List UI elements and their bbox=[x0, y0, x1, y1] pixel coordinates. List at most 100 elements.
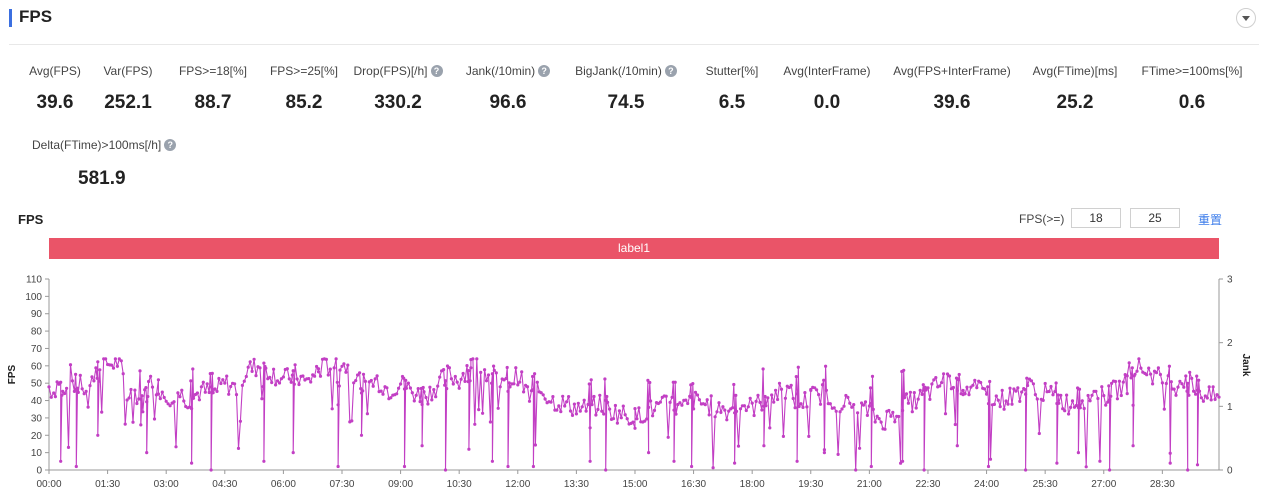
fps-point bbox=[746, 405, 750, 409]
fps-point bbox=[201, 380, 205, 384]
fps-point bbox=[1098, 459, 1102, 463]
fps-point bbox=[170, 401, 174, 405]
fps-point bbox=[443, 383, 447, 387]
fps-point bbox=[641, 420, 645, 424]
fps-point bbox=[619, 416, 623, 420]
fps-point bbox=[1004, 399, 1008, 403]
fps-point bbox=[805, 405, 809, 409]
fps-point bbox=[1063, 409, 1067, 413]
fps-point bbox=[354, 379, 358, 383]
fps-point bbox=[279, 377, 283, 381]
fps-point bbox=[779, 387, 784, 391]
fps-point bbox=[205, 382, 209, 386]
fps-point bbox=[901, 459, 905, 463]
fps-point bbox=[76, 390, 80, 394]
fps-point bbox=[961, 388, 965, 393]
fps-point bbox=[711, 466, 715, 470]
fps-point bbox=[158, 397, 162, 401]
fps-point bbox=[440, 369, 444, 373]
fps-point bbox=[139, 397, 143, 401]
x-tick-label: 22:30 bbox=[915, 479, 940, 490]
fps-point bbox=[60, 393, 64, 397]
fps-point bbox=[1185, 389, 1189, 393]
fps-point bbox=[592, 394, 596, 399]
fps-point bbox=[733, 411, 737, 415]
fps-point bbox=[754, 399, 758, 403]
fps-point bbox=[772, 400, 776, 404]
fps-point bbox=[900, 369, 904, 374]
fps-point bbox=[174, 445, 178, 449]
fps-point bbox=[850, 405, 854, 409]
fps-point bbox=[568, 409, 573, 413]
help-icon[interactable]: ? bbox=[538, 65, 551, 77]
fps-point bbox=[922, 468, 926, 472]
fps-point bbox=[117, 357, 121, 361]
fps-point bbox=[902, 396, 907, 400]
label-band[interactable]: label1 bbox=[49, 238, 1219, 259]
fps-point bbox=[1065, 393, 1069, 397]
fps-point bbox=[1043, 381, 1047, 386]
fps-point bbox=[701, 402, 705, 406]
fps-point bbox=[955, 444, 959, 448]
fps-point bbox=[789, 383, 793, 387]
fps-point bbox=[1002, 407, 1006, 411]
fps-point bbox=[1209, 398, 1213, 402]
fps-point bbox=[822, 451, 827, 455]
fps-point bbox=[881, 427, 885, 431]
fps-point bbox=[287, 377, 291, 381]
fps-point bbox=[908, 390, 913, 394]
fps-point bbox=[740, 404, 745, 408]
help-icon[interactable]: ? bbox=[164, 139, 177, 151]
fps-point bbox=[506, 389, 510, 393]
fps-point bbox=[777, 381, 782, 385]
fps-point bbox=[670, 395, 674, 399]
metric-value: 74.5 bbox=[607, 92, 645, 113]
fps-point bbox=[947, 374, 952, 378]
fps-point bbox=[316, 367, 321, 371]
fps-point bbox=[912, 391, 916, 395]
fps-point bbox=[336, 464, 340, 469]
fps-point bbox=[190, 407, 194, 411]
fps-point bbox=[135, 401, 139, 406]
fps-point bbox=[606, 400, 610, 404]
fps-point bbox=[615, 421, 620, 425]
fps-point bbox=[822, 378, 826, 382]
fps-point bbox=[490, 381, 494, 385]
fps-threshold-high-input[interactable] bbox=[1130, 208, 1180, 228]
fps-point bbox=[916, 397, 920, 401]
fps-threshold-low-input[interactable] bbox=[1071, 208, 1121, 228]
help-icon[interactable]: ? bbox=[430, 65, 443, 77]
fps-point bbox=[1024, 468, 1028, 472]
fps-point bbox=[699, 402, 704, 406]
fps-point bbox=[734, 409, 739, 413]
fps-point bbox=[285, 367, 289, 371]
reset-button[interactable]: 重置 bbox=[1198, 213, 1223, 227]
fps-point bbox=[361, 389, 365, 393]
fps-point bbox=[340, 364, 344, 368]
fps-point bbox=[533, 443, 538, 447]
fps-point bbox=[70, 379, 74, 383]
fps-point bbox=[818, 402, 823, 406]
fps-point bbox=[1195, 374, 1199, 378]
fps-point bbox=[1187, 393, 1191, 397]
fps-series-line bbox=[48, 357, 1220, 471]
fps-point bbox=[986, 402, 991, 406]
fps-point bbox=[736, 444, 741, 448]
fps-point bbox=[824, 364, 828, 368]
fps-point bbox=[557, 404, 561, 408]
fps-point bbox=[59, 459, 63, 463]
fps-point bbox=[707, 413, 711, 417]
fps-point bbox=[191, 367, 195, 371]
fps-point bbox=[1121, 380, 1125, 384]
help-icon[interactable]: ? bbox=[664, 65, 677, 77]
fps-point bbox=[399, 382, 403, 386]
fps-point bbox=[96, 433, 100, 437]
x-tick-label: 27:00 bbox=[1091, 479, 1116, 490]
fps-point bbox=[1051, 393, 1055, 397]
fps-point bbox=[545, 401, 549, 405]
fps-point bbox=[1094, 389, 1098, 393]
fps-point bbox=[342, 362, 346, 366]
collapse-toggle-icon[interactable] bbox=[1236, 8, 1256, 28]
fps-point bbox=[402, 376, 406, 380]
fps-point bbox=[574, 412, 579, 416]
